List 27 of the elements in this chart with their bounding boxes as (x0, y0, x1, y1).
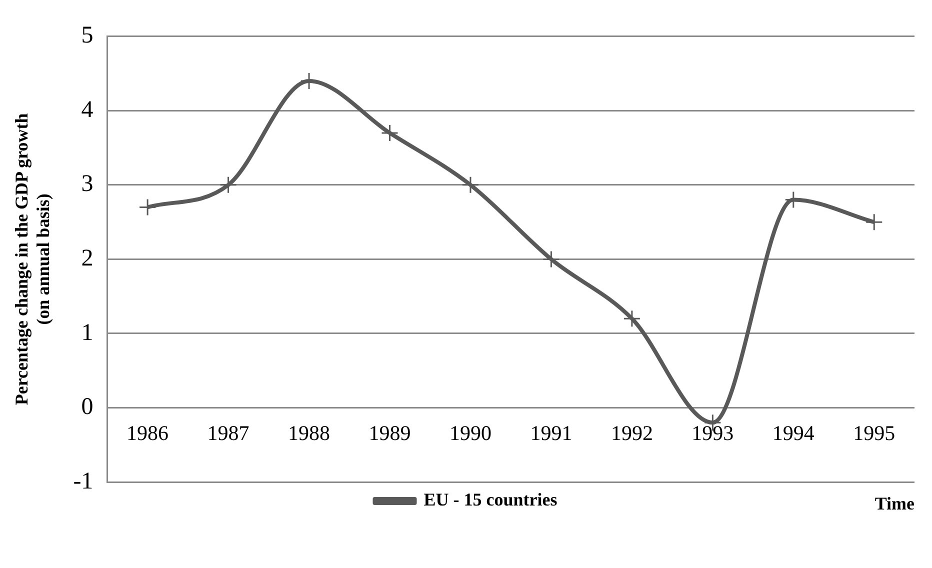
y-tick-label: 0 (81, 394, 94, 420)
x-axis-title: Time (874, 494, 915, 514)
y-tick-label: 5 (81, 22, 94, 49)
y-tick-label: 2 (81, 245, 94, 272)
x-tick-label: 1991 (530, 420, 572, 445)
legend-label: EU - 15 countries (424, 490, 558, 510)
point (865, 213, 883, 231)
y-tick-label: -1 (73, 468, 94, 494)
x-tick-label: 1989 (368, 420, 411, 445)
point (220, 176, 238, 194)
point (462, 176, 480, 194)
x-tick-label: 1988 (288, 420, 330, 445)
x-tick-label: 1992 (610, 420, 653, 445)
point (138, 198, 156, 216)
x-tick-label: 1995 (853, 420, 896, 445)
x-tick-label: 1986 (126, 420, 169, 445)
y-tick-label: 3 (81, 171, 94, 198)
x-tick-label: 1990 (449, 420, 492, 445)
x-tick-label: 1987 (207, 420, 250, 445)
point (381, 124, 398, 142)
point (623, 310, 641, 328)
y-tick-label: 4 (81, 96, 94, 123)
x-tick-label: 1993 (692, 420, 734, 445)
y-axis-title: Percentage change in the GDP growth (on annual basis) (11, 113, 54, 406)
point (542, 250, 560, 268)
y-tick-label: 1 (81, 320, 94, 346)
x-tick-label: 1994 (772, 420, 815, 445)
